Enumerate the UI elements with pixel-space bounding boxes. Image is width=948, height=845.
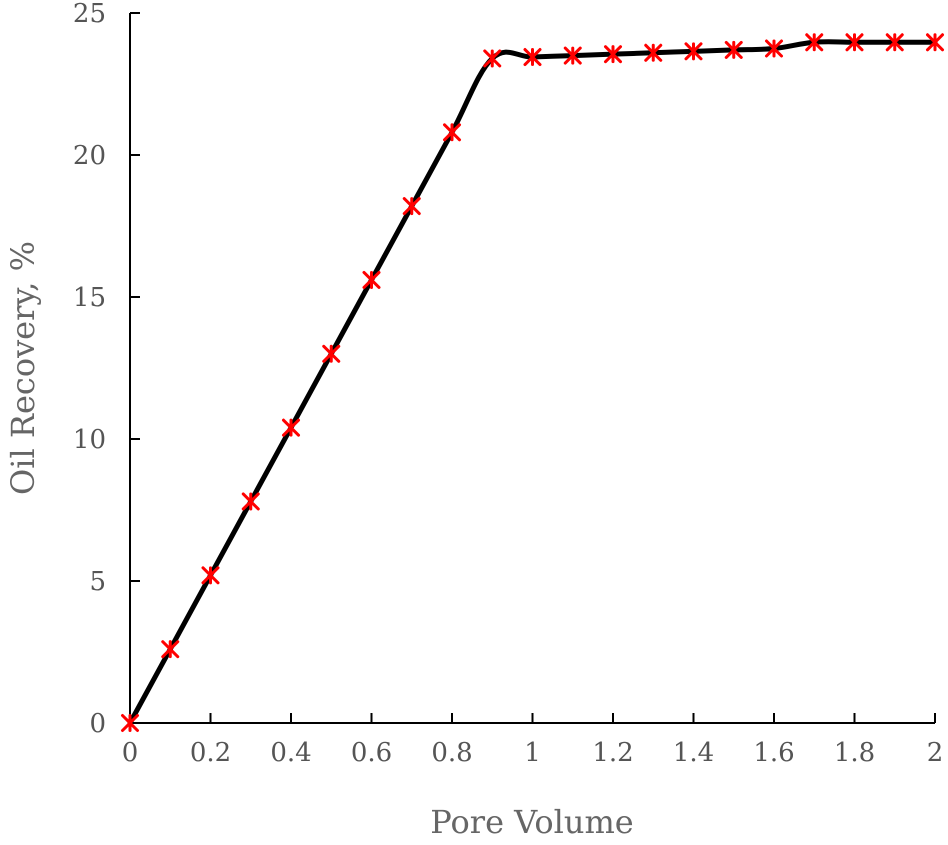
series-line [127,39,938,726]
y-tick-label: 20 [73,141,106,171]
x-tick-label: 0.6 [351,738,392,768]
x-tick-label: 1.2 [592,738,633,768]
x-tick-label: 0.4 [270,738,311,768]
data-point-marker [926,33,944,52]
data-point-marker [563,46,582,65]
data-point-marker [402,197,421,216]
series-group [121,33,944,732]
x-tick-label: 2 [927,738,944,768]
data-point-marker [362,270,381,289]
x-tick-label: 1.6 [753,738,794,768]
data-point-marker [885,33,904,52]
y-tick-label: 5 [89,567,106,597]
y-tick-label: 25 [73,0,106,29]
x-axis-title: Pore Volume [430,803,633,841]
data-point-marker [201,566,220,585]
data-point-marker [523,48,542,67]
y-axis-ticks: 0 5 10 15 20 25 [73,0,140,739]
data-point-marker [845,33,864,52]
data-point-marker [684,42,703,61]
data-point-marker [282,418,300,437]
x-tick-label: 1.8 [834,738,875,768]
data-point-marker [483,49,502,68]
y-tick-label: 0 [89,709,106,739]
x-tick-label: 0.8 [431,738,472,768]
data-point-marker [161,640,180,659]
data-point-marker [121,714,139,732]
plot-axes [129,13,935,724]
data-point-marker [644,43,663,62]
data-point-marker [724,40,743,59]
x-tick-label: 1 [524,738,541,768]
data-point-marker [805,33,824,52]
data-point-marker [241,492,260,511]
data-point-marker [604,45,622,64]
x-tick-label: 1.4 [673,738,714,768]
data-point-marker [765,39,783,58]
x-tick-label: 0 [122,738,139,768]
y-tick-label: 10 [73,425,106,455]
y-tick-label: 15 [73,283,106,313]
x-tick-label: 0.2 [190,738,231,768]
x-axis-ticks: 0 0.2 0.4 0.6 0.8 1 1.2 1.4 1.6 1.8 2 [122,713,944,768]
y-axis-title: Oil Recovery, % [4,241,42,495]
data-point-marker [443,123,461,142]
data-point-marker [322,344,341,363]
